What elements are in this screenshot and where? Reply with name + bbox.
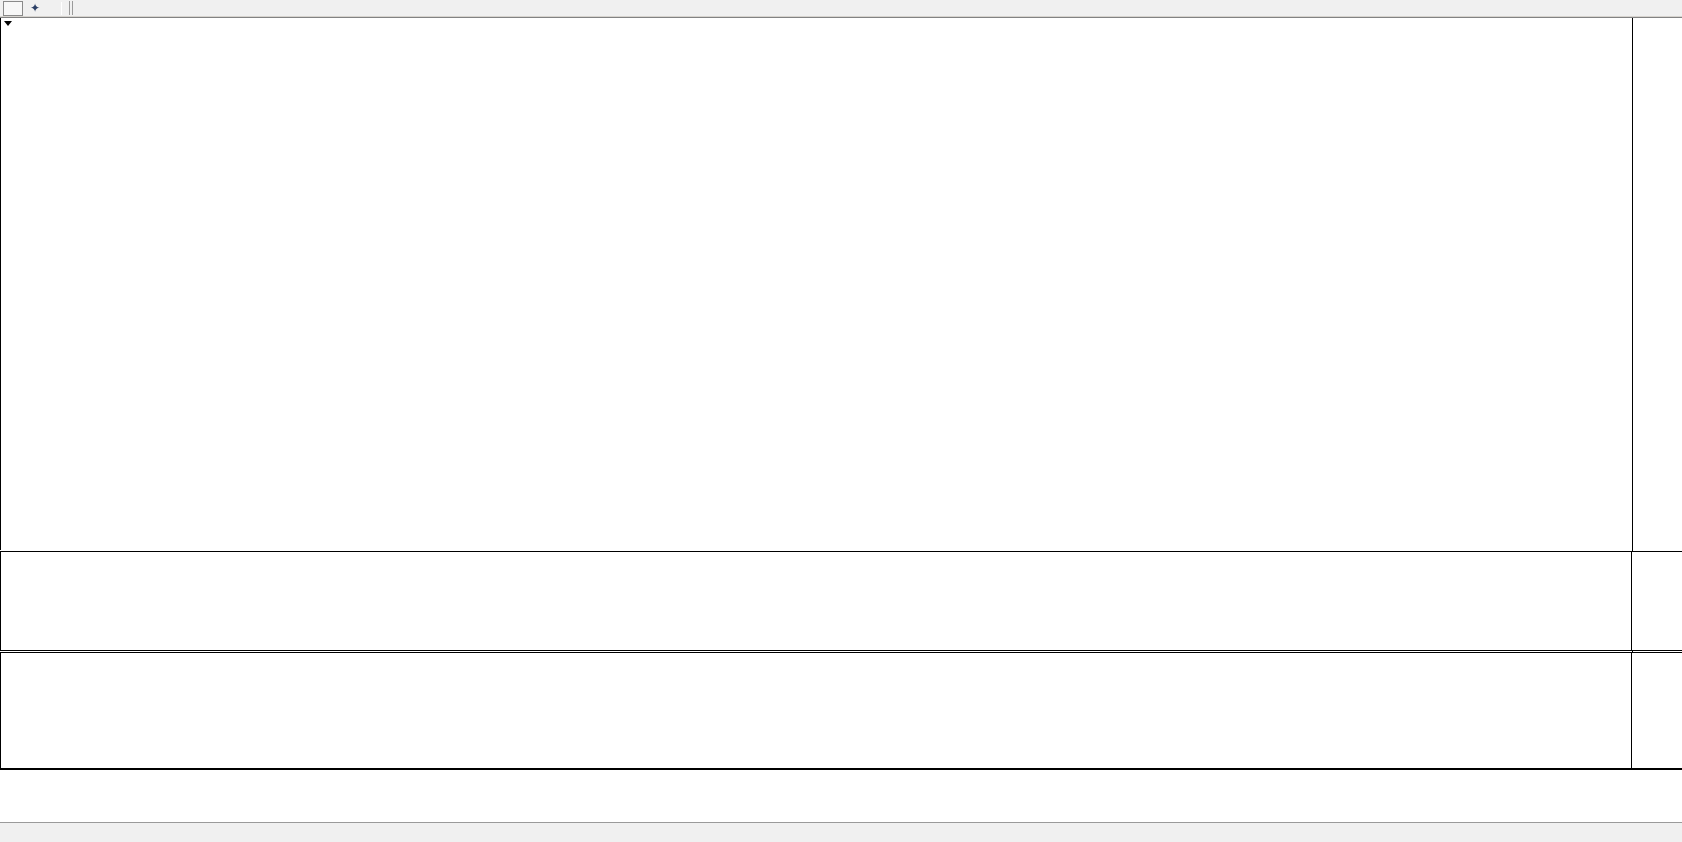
toolbar-drag-handle[interactable] [69,1,75,15]
rsi-line-canvas [1,552,1631,650]
chart-frame [0,17,1682,822]
indicators-dropdown-button[interactable] [44,1,56,16]
macd-pane[interactable] [0,652,1682,769]
collapse-caret-icon[interactable] [4,21,12,26]
candlestick-canvas [1,18,1632,550]
chart-tab-bar [0,822,1682,842]
macd-plot-area [0,653,1632,768]
chart-header [4,21,16,26]
macd-canvas [1,653,1631,768]
macd-scale [1632,653,1682,768]
rsi-pane[interactable] [0,551,1682,651]
indicators-button[interactable]: ✦ [26,1,44,16]
rsi-plot-area [0,552,1632,650]
indicators-icon: ✦ [29,1,41,15]
date-axis[interactable] [0,769,1682,787]
toolbar: ✦ [0,0,1682,17]
price-pane[interactable] [0,18,1632,550]
text-tool-button[interactable] [3,0,23,16]
toolbar-separator [61,1,62,15]
chart-scroll-indicator[interactable] [1669,2,1678,8]
rsi-scale [1632,552,1682,650]
